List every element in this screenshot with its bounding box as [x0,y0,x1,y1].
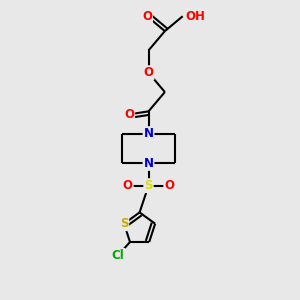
Text: N: N [143,157,154,170]
Text: N: N [143,127,154,140]
Text: O: O [143,66,154,79]
Text: Cl: Cl [112,249,124,262]
Text: O: O [142,10,152,23]
Text: S: S [144,179,153,192]
Text: O: O [124,108,134,121]
Text: O: O [123,179,133,192]
Text: OH: OH [186,10,206,23]
Text: S: S [120,217,128,230]
Text: O: O [164,179,174,192]
